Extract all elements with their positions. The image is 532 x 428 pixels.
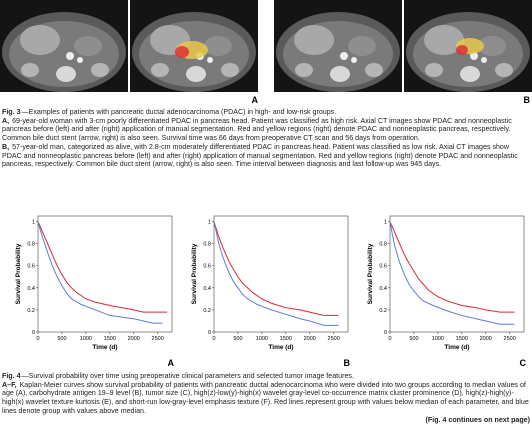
plot-frame [389, 215, 525, 333]
x-tick-label: 2000 [480, 336, 492, 342]
x-tick-label: 2000 [304, 336, 316, 342]
caption-label: Fig. 3 [2, 108, 21, 116]
x-tick-label: 1500 [104, 336, 116, 342]
x-tick-label: 2500 [152, 336, 164, 342]
plot-frame [213, 215, 349, 333]
panel-label: B [524, 95, 531, 105]
ct-image [274, 0, 402, 92]
caption-text: 69-year-old woman with 3-cm poorly diffe… [2, 116, 512, 143]
x-axis-label: Time (d) [92, 344, 117, 351]
x-tick-label: 0 [388, 336, 391, 342]
caption-title: Fig. 4—Survival probability over time us… [2, 372, 530, 381]
y-tick-label: 0 [384, 330, 387, 336]
caption-text: —Examples of patients with pancreatic du… [21, 108, 337, 116]
y-axis-label: Survival Probability [367, 243, 374, 304]
y-tick-label: 1 [208, 220, 211, 226]
y-tick-label: 0.2 [27, 308, 35, 314]
y-tick-label: 1 [384, 220, 387, 226]
y-axis-label: Survival Probability [191, 243, 198, 304]
survival-curve [389, 221, 515, 313]
y-tick-label: 0 [208, 330, 211, 336]
plot-frame [37, 215, 173, 333]
x-tick-label: 500 [57, 336, 66, 342]
y-tick-label: 0.6 [203, 264, 211, 270]
caption-item: A, 69-year-old woman with 3-cm poorly di… [2, 117, 530, 143]
figure-caption: Fig. 3—Examples of patients with pancrea… [2, 108, 530, 169]
y-tick-label: 0.4 [27, 286, 35, 292]
caption-label: A, [2, 116, 10, 125]
panel-label: A [252, 95, 259, 105]
x-tick-label: 0 [36, 336, 39, 342]
x-tick-label: 500 [233, 336, 242, 342]
x-tick-label: 0 [212, 336, 215, 342]
x-axis-label: Time (d) [444, 344, 469, 351]
segmentation-overlay [456, 45, 468, 55]
x-tick-label: 1000 [80, 336, 92, 342]
panel-label: A [168, 358, 175, 368]
y-tick-label: 0.6 [379, 264, 387, 270]
segmentation-overlay [175, 46, 189, 58]
figure-caption: Fig. 4—Survival probability over time us… [2, 372, 530, 424]
caption-text: —Survival probability over time using pr… [21, 372, 354, 380]
ct-images: A B [0, 0, 532, 105]
panel-label: B [344, 358, 351, 368]
y-tick-label: 0 [32, 330, 35, 336]
survival-curve [213, 221, 339, 326]
y-tick-label: 0.2 [379, 308, 387, 314]
x-tick-label: 2500 [504, 336, 516, 342]
caption-text: 57-year-old man, categorized as alive, w… [2, 142, 518, 169]
x-tick-label: 1000 [432, 336, 444, 342]
x-tick-label: 1500 [280, 336, 292, 342]
caption-title: Fig. 3—Examples of patients with pancrea… [2, 108, 530, 117]
y-tick-label: 0.8 [203, 242, 211, 248]
continued-note: (Fig. 4 continues on next page) [425, 415, 530, 424]
caption-label: A–F, [2, 380, 17, 389]
x-tick-label: 1500 [456, 336, 468, 342]
x-tick-label: 2500 [328, 336, 340, 342]
y-tick-label: 0.6 [27, 264, 35, 270]
y-axis-label: Survival Probability [15, 243, 22, 304]
y-tick-label: 0.2 [203, 308, 211, 314]
y-tick-label: 0.4 [379, 286, 387, 292]
panel-label: C [520, 358, 527, 368]
survival-curve [37, 221, 163, 324]
caption-text: Kaplan-Meier curves show survival probab… [2, 380, 529, 415]
survival-curve [213, 221, 339, 316]
caption-item: B, 57-year-old man, categorized as alive… [2, 143, 530, 169]
y-tick-label: 1 [32, 220, 35, 226]
x-tick-label: 500 [409, 336, 418, 342]
y-tick-label: 0.4 [203, 286, 211, 292]
x-axis-label: Time (d) [268, 344, 293, 351]
y-tick-label: 0.8 [379, 242, 387, 248]
survival-curve [389, 221, 515, 325]
survival-curve [37, 221, 168, 313]
caption-label: Fig. 4 [2, 372, 21, 380]
y-tick-label: 0.8 [27, 242, 35, 248]
ct-image [0, 0, 128, 92]
caption-label: B, [2, 142, 10, 151]
caption-item: A–F, Kaplan-Meier curves show survival p… [2, 381, 530, 416]
x-tick-label: 1000 [256, 336, 268, 342]
x-tick-label: 2000 [128, 336, 140, 342]
